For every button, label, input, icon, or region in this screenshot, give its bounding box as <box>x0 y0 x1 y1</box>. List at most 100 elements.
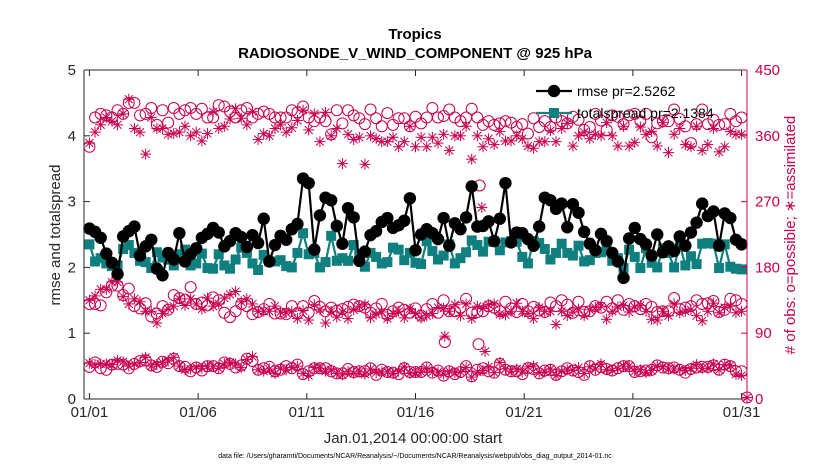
obs-assimilated-point-d2 <box>467 154 477 164</box>
totalspread-point <box>213 249 224 260</box>
obs-assimilated-point <box>128 293 140 305</box>
obs-assimilated-point <box>128 122 140 134</box>
obs-assimilated-point <box>235 112 247 124</box>
obs-assimilated-point <box>320 365 332 377</box>
legend-totalspread-label: totalspread pr=2.1384 <box>577 105 714 121</box>
legend-rmse-marker <box>547 84 561 98</box>
totalspread-point <box>84 239 95 250</box>
obs-assimilated-point <box>230 358 242 370</box>
obs-assimilated-point-d2 <box>737 306 746 316</box>
obs-assimilated-point-d2 <box>624 361 634 371</box>
obs-assimilated-point <box>173 293 185 305</box>
obs-assimilated-point <box>651 360 663 372</box>
totalspread-point <box>393 244 404 255</box>
obs-assimilated-point <box>404 367 416 379</box>
obs-assimilated-point <box>398 361 410 373</box>
obs-assimilated-point-d2 <box>473 367 482 377</box>
obs-assimilated-point <box>511 130 523 142</box>
obs-assimilated-point <box>370 133 382 145</box>
obs-possible-point <box>572 113 585 126</box>
rmse-point <box>679 239 692 252</box>
obs-assimilated-point <box>157 307 169 319</box>
obs-possible-point <box>668 103 681 116</box>
obs-assimilated-point-d2 <box>90 291 100 301</box>
obs-assimilated-point <box>736 305 748 317</box>
obs-assimilated-point <box>471 130 483 142</box>
obs-assimilated-point-d2 <box>332 124 342 133</box>
obs-assimilated-point-d2 <box>568 141 578 151</box>
obs-assimilated-point <box>95 119 107 131</box>
obs-assimilated-point <box>449 367 461 379</box>
totalspread-point <box>191 258 202 269</box>
rmse-point <box>673 230 686 243</box>
x-axis-label: Jan.01,2014 00:00:00 start <box>324 430 503 447</box>
totalspread-point <box>331 255 342 266</box>
obs-assimilated-point-d2 <box>118 292 128 301</box>
obs-assimilated-point <box>89 290 101 302</box>
obs-assimilated-point-d2 <box>293 361 302 371</box>
obs-assimilated-point-d2 <box>191 127 201 137</box>
rmse-point <box>156 269 169 282</box>
rmse-point <box>358 245 372 258</box>
obs-assimilated-point <box>100 283 112 295</box>
obs-assimilated-point <box>415 366 427 378</box>
obs-assimilated-point <box>696 315 708 327</box>
rmse-point <box>381 211 394 225</box>
obs-assimilated-point-d2 <box>169 301 179 311</box>
rmse-point <box>611 255 625 268</box>
obs-assimilated-point-d2 <box>360 159 370 169</box>
obs-assimilated-point <box>550 370 562 382</box>
y-right-tick-label: 0 <box>755 391 763 408</box>
obs-assimilated-point <box>550 136 562 148</box>
obs-assimilated-point <box>404 303 416 315</box>
obs-assimilated-point-d2 <box>579 127 589 137</box>
totalspread-point <box>359 261 370 272</box>
obs-assimilated-point-d2 <box>180 301 190 310</box>
data-file-footer: data file: /Users/gharamti/Documents/NCA… <box>218 453 612 460</box>
rmse-point <box>94 231 107 244</box>
obs-assimilated-point-d2 <box>484 362 493 372</box>
obs-possible-point <box>184 281 197 294</box>
totalspread-point <box>337 253 348 264</box>
y-right-tick-label: 90 <box>755 325 772 342</box>
obs-assimilated-point <box>83 137 95 149</box>
obs-assimilated-point-d2 <box>720 303 730 312</box>
obs-assimilated-point <box>606 130 618 142</box>
obs-assimilated-point <box>179 364 191 376</box>
totalspread-point <box>371 251 382 262</box>
obs-assimilated-point <box>145 112 157 124</box>
obs-assimilated-point-d2 <box>276 120 285 130</box>
obs-assimilated-point-d2 <box>135 127 145 137</box>
totalspread-point <box>224 263 235 274</box>
obs-assimilated-point-d2 <box>293 314 302 323</box>
obs-possible-point <box>718 118 731 131</box>
totalspread-point <box>562 247 573 258</box>
rmse-point <box>561 221 574 234</box>
obs-assimilated-point-d2 <box>304 125 313 135</box>
obs-assimilated-point-d2 <box>534 303 544 312</box>
obs-assimilated-point <box>117 108 129 120</box>
rmse-point <box>235 230 248 244</box>
obs-assimilated-point <box>314 304 326 316</box>
obs-assimilated-point-d2 <box>163 130 173 139</box>
totalspread-point <box>348 240 359 251</box>
legend-rmse-label: rmse pr=2.5262 <box>577 83 676 99</box>
obs-assimilated-point-d2 <box>703 140 713 149</box>
obs-assimilated-point <box>702 305 714 317</box>
obs-assimilated-point <box>303 370 315 382</box>
y-left-tick-label: 4 <box>68 128 76 145</box>
x-tick-label: 01/31 <box>723 404 761 421</box>
obs-assimilated-point <box>398 136 410 148</box>
obs-assimilated-point <box>263 130 275 142</box>
obs-assimilated-point-d2 <box>411 309 420 318</box>
totalspread-point <box>314 262 325 273</box>
obs-assimilated-point <box>263 363 275 375</box>
totalspread-point <box>472 240 483 251</box>
obs-assimilated-point-d2 <box>354 132 364 142</box>
obs-assimilated-point <box>168 351 180 363</box>
obs-assimilated-point-d2 <box>596 359 606 369</box>
obs-assimilated-point <box>246 351 258 363</box>
obs-assimilated-point-d2 <box>450 368 460 377</box>
y-left-tick-label: 3 <box>68 194 76 211</box>
obs-assimilated-point-d2 <box>399 313 409 323</box>
